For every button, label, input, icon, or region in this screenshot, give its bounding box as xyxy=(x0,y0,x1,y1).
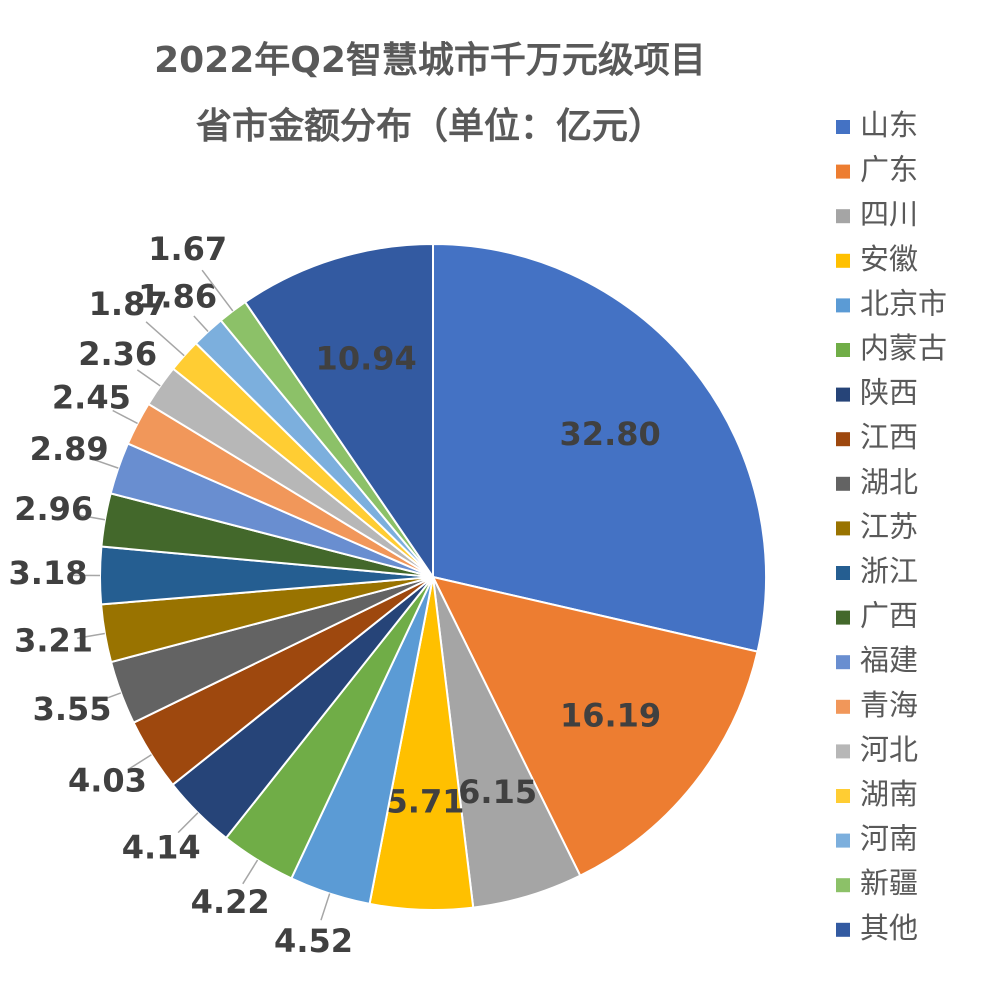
legend-label: 河南 xyxy=(860,822,918,856)
data-label: 1.67 xyxy=(148,230,227,268)
legend-label: 湖北 xyxy=(860,465,918,499)
chart-title: 省市金额分布（单位：亿元） xyxy=(196,105,664,147)
legend-swatch xyxy=(836,611,850,625)
legend-swatch xyxy=(836,343,850,357)
legend-label: 新疆 xyxy=(860,866,918,900)
legend-label: 内蒙古 xyxy=(860,331,947,365)
legend-label: 福建 xyxy=(860,643,918,677)
legend-swatch xyxy=(836,923,850,937)
legend-label: 广西 xyxy=(860,599,918,633)
legend-swatch xyxy=(836,834,850,848)
legend-swatch xyxy=(836,521,850,535)
legend-swatch xyxy=(836,432,850,446)
legend-swatch xyxy=(836,700,850,714)
legend-label: 四川 xyxy=(860,197,918,231)
legend-swatch xyxy=(836,120,850,134)
legend-label: 陕西 xyxy=(860,376,918,410)
data-label: 3.18 xyxy=(9,554,88,592)
chart-title: 2022年Q2智慧城市千万元级项目 xyxy=(154,40,706,81)
data-label: 2.36 xyxy=(78,335,157,373)
legend-label: 广东 xyxy=(860,153,918,187)
data-label: 4.22 xyxy=(191,883,270,921)
legend-swatch xyxy=(836,655,850,669)
legend-swatch xyxy=(836,744,850,758)
data-label: 3.21 xyxy=(14,621,93,659)
data-label: 32.80 xyxy=(560,415,661,453)
data-label: 16.19 xyxy=(560,697,661,735)
legend-swatch xyxy=(836,566,850,580)
data-label: 4.14 xyxy=(122,829,201,867)
data-label: 10.94 xyxy=(316,340,417,378)
legend-swatch xyxy=(836,477,850,491)
legend-label: 其他 xyxy=(860,911,918,945)
data-label: 6.15 xyxy=(458,773,537,811)
legend-swatch xyxy=(836,298,850,312)
legend-swatch xyxy=(836,209,850,223)
data-label: 2.96 xyxy=(14,490,93,528)
legend-swatch xyxy=(836,254,850,268)
legend-swatch xyxy=(836,165,850,179)
legend-label: 山东 xyxy=(860,108,918,142)
legend-label: 青海 xyxy=(860,688,918,722)
legend-label: 安徽 xyxy=(860,242,918,276)
legend-swatch xyxy=(836,878,850,892)
legend-label: 湖南 xyxy=(860,777,918,811)
data-label: 4.03 xyxy=(68,762,147,800)
data-label: 5.71 xyxy=(386,782,465,820)
legend-label: 江苏 xyxy=(860,509,918,543)
legend-swatch xyxy=(836,789,850,803)
data-label: 4.52 xyxy=(274,922,353,960)
legend-label: 河北 xyxy=(860,732,918,766)
data-label: 3.55 xyxy=(33,690,112,728)
data-label: 2.89 xyxy=(30,430,109,468)
data-label: 1.86 xyxy=(138,277,217,315)
legend-label: 江西 xyxy=(860,420,918,454)
legend-swatch xyxy=(836,388,850,402)
legend-label: 北京市 xyxy=(860,286,947,320)
legend-label: 浙江 xyxy=(860,554,918,588)
data-label: 2.45 xyxy=(52,378,131,416)
